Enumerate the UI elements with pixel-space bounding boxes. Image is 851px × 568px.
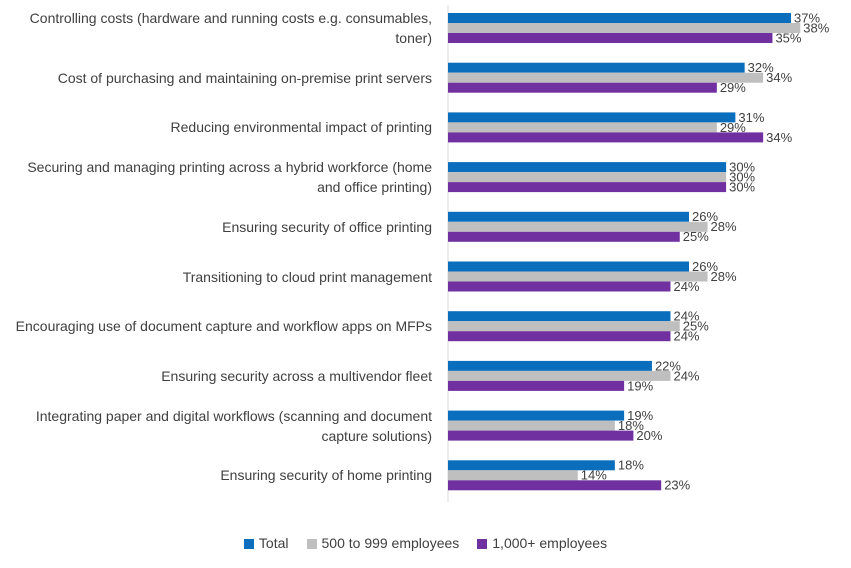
bar	[448, 271, 708, 282]
bar	[448, 360, 652, 371]
data-label: 23%	[664, 478, 690, 493]
data-label: 38%	[803, 20, 829, 35]
legend: Total 500 to 999 employees 1,000+ employee…	[0, 535, 851, 551]
legend-label: 500 to 999 employees	[321, 535, 460, 551]
bar	[448, 480, 662, 491]
category-label: Cost of purchasing and maintaining on-pr…	[57, 69, 432, 86]
category-label: Controlling costs (hardware and running …	[29, 10, 432, 46]
bar	[448, 410, 625, 421]
data-label: 29%	[720, 120, 746, 135]
data-label: 31%	[738, 110, 764, 125]
data-label: 22%	[655, 358, 681, 373]
data-label: 24%	[673, 279, 699, 294]
category-label: Encouraging use of document capture and …	[15, 318, 432, 335]
data-label: 26%	[692, 209, 718, 224]
legend-item: 500 to 999 employees	[306, 535, 460, 551]
bar	[448, 430, 634, 441]
data-label: 28%	[711, 219, 737, 234]
data-label: 24%	[673, 329, 699, 344]
category-label: Transitioning to cloud print management	[182, 268, 432, 285]
bar	[448, 261, 690, 272]
data-label: 25%	[683, 229, 709, 244]
bar	[448, 460, 615, 471]
data-label: 30%	[729, 170, 755, 185]
legend-label: Total	[258, 535, 289, 551]
data-label: 20%	[636, 428, 662, 443]
data-label: 18%	[618, 458, 644, 473]
data-label: 19%	[627, 408, 653, 423]
category-label: Reducing environmental impact of printin…	[170, 119, 432, 136]
data-label: 32%	[748, 60, 774, 75]
bar	[448, 221, 708, 232]
data-label: 37%	[794, 10, 820, 25]
data-label: 25%	[683, 319, 709, 334]
legend-item: 1,000+ employees	[477, 535, 607, 551]
bar	[448, 420, 615, 431]
bar	[448, 331, 671, 342]
bar	[448, 122, 717, 133]
bar	[448, 231, 680, 242]
legend-swatch	[477, 539, 488, 550]
bar	[448, 211, 690, 222]
data-label: 30%	[729, 160, 755, 175]
data-label: 30%	[729, 180, 755, 195]
bar	[448, 172, 727, 183]
data-label: 24%	[673, 368, 699, 383]
data-label: 35%	[775, 30, 801, 45]
bar	[448, 470, 578, 481]
data-label: 19%	[627, 378, 653, 393]
data-label: 26%	[692, 259, 718, 274]
data-label: 29%	[720, 80, 746, 95]
data-label: 24%	[673, 309, 699, 324]
bar	[448, 321, 680, 332]
bar	[448, 13, 791, 23]
bar	[448, 311, 671, 322]
bar	[448, 112, 736, 123]
category-label: Ensuring security across a multivendor f…	[161, 367, 432, 384]
legend-swatch	[243, 539, 254, 550]
bar	[448, 33, 773, 43]
bar	[448, 132, 764, 143]
bar	[448, 380, 625, 391]
bar	[448, 82, 717, 93]
legend-label: 1,000+ employees	[492, 535, 608, 551]
legend-swatch	[306, 539, 317, 550]
category-label: Integrating paper and digital workflows …	[35, 407, 432, 444]
bar	[448, 62, 745, 73]
category-label: Securing and managing printing across a …	[27, 159, 432, 196]
data-label: 34%	[766, 70, 792, 85]
bar	[448, 281, 671, 292]
bar	[448, 72, 764, 83]
category-label: Ensuring security of home printing	[220, 467, 432, 484]
bar	[448, 182, 727, 193]
data-label: 28%	[711, 269, 737, 284]
data-label: 18%	[618, 418, 644, 433]
bar	[448, 162, 727, 173]
data-label: 34%	[766, 130, 792, 145]
category-label: Ensuring security of office printing	[222, 218, 432, 235]
bar	[448, 23, 801, 33]
bar	[448, 370, 671, 381]
data-label: 14%	[581, 468, 607, 483]
legend-item: Total	[243, 535, 289, 551]
